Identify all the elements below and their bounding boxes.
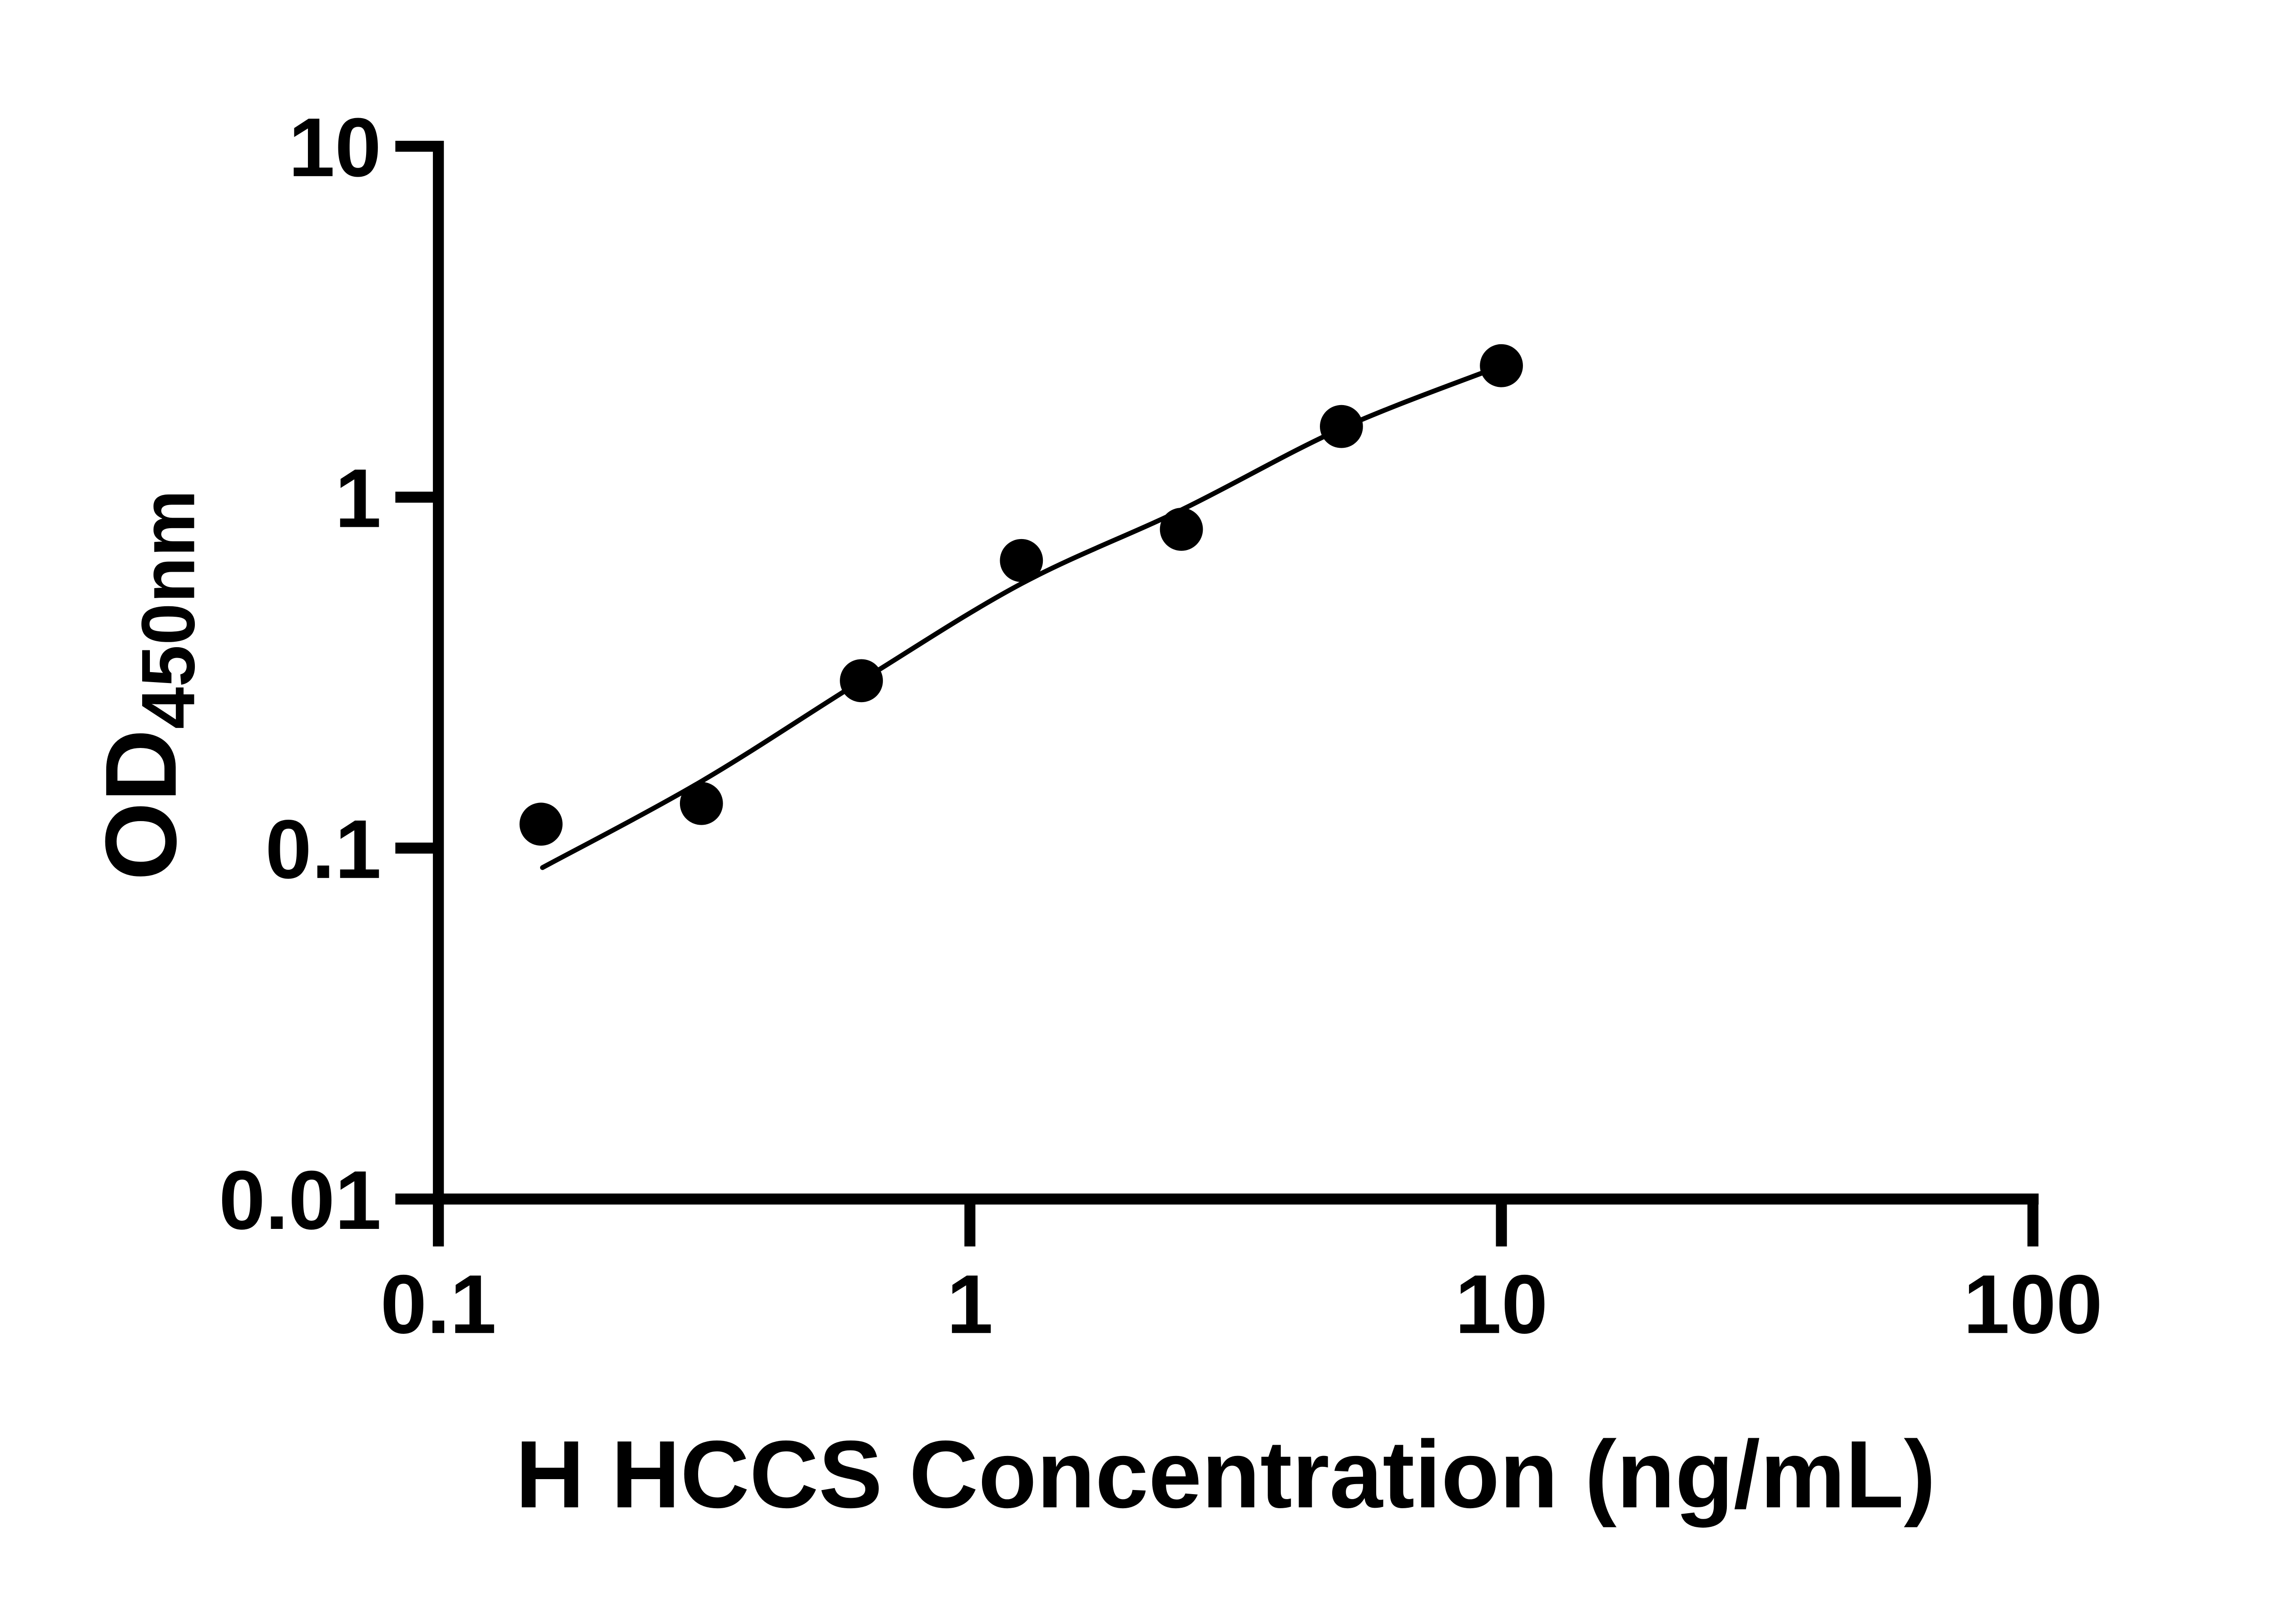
- data-point: [679, 782, 723, 825]
- x-axis-ticks: [433, 1199, 2038, 1247]
- data-point: [840, 659, 883, 703]
- y-tick-label: 0.01: [219, 1154, 382, 1247]
- x-axis-title: H HCCS Concentration (ng/mL): [516, 1421, 1936, 1528]
- data-point: [1160, 508, 1203, 551]
- x-tick-label: 10: [1455, 1258, 1547, 1351]
- axes: [433, 140, 2039, 1205]
- y-axis-ticks: [395, 140, 439, 1205]
- y-axis-title-main: OD: [85, 729, 198, 881]
- y-axis-title: OD450nm: [85, 490, 211, 881]
- y-tick-label: 0.1: [265, 802, 381, 896]
- x-tick-label: 1: [947, 1258, 993, 1351]
- y-tick-label: 10: [288, 101, 381, 194]
- data-point: [1319, 405, 1363, 448]
- y-tick-label: 1: [335, 452, 381, 545]
- y-axis-tick-labels: 10 1 0.1 0.01: [219, 101, 382, 1247]
- data-point: [1000, 539, 1043, 582]
- elisa-standard-curve-chart: 0.1 1 10 100 10 1 0.1 0.01 H HCCS Concentratio…: [84, 100, 2103, 1528]
- y-axis-title-subscript: 450nm: [126, 490, 210, 729]
- figure: 0.1 1 10 100 10 1 0.1 0.01 H HCCS Concentratio…: [84, 100, 2103, 1528]
- data-point: [1480, 344, 1523, 387]
- data-point: [519, 802, 563, 846]
- x-tick-label: 0.1: [380, 1258, 496, 1351]
- x-axis-tick-labels: 0.1 1 10 100: [380, 1258, 2102, 1351]
- x-tick-label: 100: [1964, 1258, 2103, 1351]
- data-points: [519, 344, 1523, 846]
